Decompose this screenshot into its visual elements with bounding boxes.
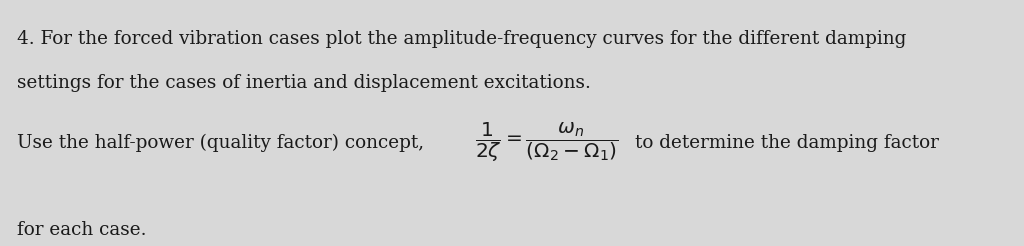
Text: for each case.: for each case. [17, 221, 146, 239]
Text: settings for the cases of inertia and displacement excitations.: settings for the cases of inertia and di… [17, 74, 591, 92]
Text: to determine the damping factor: to determine the damping factor [635, 134, 939, 152]
Text: $\dfrac{1}{2\zeta} = \dfrac{\omega_n}{\left(\Omega_2 - \Omega_1\right)}$: $\dfrac{1}{2\zeta} = \dfrac{\omega_n}{\l… [475, 121, 618, 164]
Text: Use the half-power (quality factor) concept,: Use the half-power (quality factor) conc… [17, 133, 424, 152]
Text: 4. For the forced vibration cases plot the amplitude-frequency curves for the di: 4. For the forced vibration cases plot t… [17, 30, 906, 48]
